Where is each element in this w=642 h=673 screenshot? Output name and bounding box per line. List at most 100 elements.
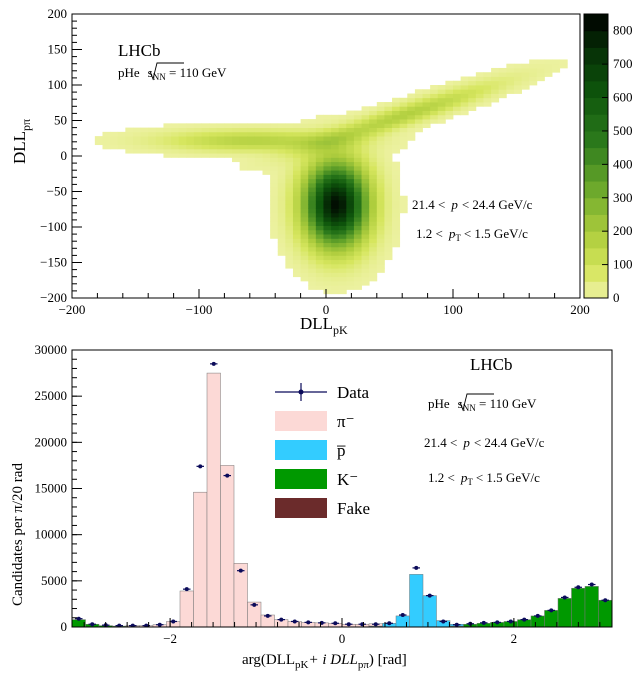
- heatmap-cell: [346, 221, 355, 226]
- heatmap-cell: [331, 255, 340, 261]
- heatmap-cell: [323, 255, 332, 261]
- heatmap-cell: [513, 80, 522, 86]
- heatmap-cell: [178, 148, 187, 154]
- data-point: [130, 623, 135, 627]
- heatmap-cell: [148, 136, 157, 141]
- heatmap-cell: [315, 221, 324, 226]
- heatmap-cell: [346, 157, 355, 163]
- data-point: [292, 619, 297, 624]
- heatmap-x-tick-label: 100: [443, 302, 463, 317]
- heatmap-cell: [331, 131, 340, 137]
- heatmap-cell: [513, 67, 522, 73]
- heatmap-cell: [346, 178, 355, 184]
- colorbar-segment: [584, 264, 608, 282]
- heatmap-cell: [277, 191, 286, 197]
- heatmap-experiment-label: LHCb: [118, 41, 161, 60]
- heatmap-cell: [323, 140, 332, 146]
- heatmap-cell: [163, 148, 172, 154]
- heatmap-cell: [422, 102, 431, 107]
- heatmap-cell: [292, 234, 301, 239]
- heatmap-cell: [460, 89, 469, 94]
- heatmap-cell: [422, 97, 431, 103]
- heatmap-cell: [277, 161, 286, 167]
- heatmap-cell: [285, 246, 294, 252]
- histogram-x-tick-label: −2: [163, 631, 177, 646]
- heatmap-cell: [323, 251, 332, 256]
- heatmap-cell: [521, 63, 530, 69]
- heatmap-cell: [300, 178, 309, 184]
- heatmap-cell: [285, 144, 294, 150]
- heatmap-cell: [285, 200, 294, 205]
- heatmap-cell: [262, 161, 271, 167]
- heatmap-cell: [300, 225, 309, 231]
- heatmap-cell: [346, 268, 355, 273]
- heatmap-cell: [315, 259, 324, 265]
- heatmap-cell: [331, 268, 340, 273]
- heatmap-cell: [491, 97, 500, 103]
- heatmap-cell: [300, 157, 309, 163]
- heatmap-cell: [346, 191, 355, 197]
- colorbar-tick-label: 700: [613, 56, 633, 71]
- heatmap-cell: [544, 67, 553, 73]
- heatmap-cell: [422, 119, 431, 124]
- colorbar-segment: [584, 214, 608, 232]
- heatmap-cell: [346, 204, 355, 209]
- heatmap-cell: [315, 140, 324, 146]
- heatmap-cell: [300, 229, 309, 235]
- heatmap-cell: [529, 67, 538, 73]
- colorbar-tick-label: 600: [613, 90, 633, 105]
- heatmap-cell: [300, 182, 309, 188]
- heatmap-cell: [270, 165, 279, 171]
- data-point: [184, 587, 189, 592]
- heatmap-cell: [270, 170, 279, 175]
- heatmap-cell: [353, 200, 362, 205]
- data-point: [117, 623, 122, 627]
- heatmap-cell: [300, 234, 309, 239]
- heatmap-cell: [224, 140, 233, 146]
- heatmap-y-tick-label: 0: [61, 148, 68, 163]
- heatmap-cell: [178, 127, 187, 133]
- heatmap-cell: [292, 140, 301, 146]
- heatmap-cell: [369, 114, 378, 120]
- heatmap-cell: [270, 234, 279, 239]
- heatmap-cell: [262, 136, 271, 141]
- heatmap-cell: [247, 123, 256, 128]
- heatmap-cell: [414, 123, 423, 128]
- heatmap-cell: [384, 157, 393, 163]
- heatmap-cell: [392, 127, 401, 133]
- heatmap-cell: [361, 157, 370, 163]
- heatmap-cell: [407, 106, 416, 111]
- data-point: [252, 602, 257, 607]
- heatmap-cell: [460, 110, 469, 116]
- histogram-bar: [179, 590, 194, 627]
- heatmap-cell: [308, 119, 317, 124]
- heatmap-cell: [117, 131, 126, 137]
- heatmap-cell: [353, 285, 362, 290]
- heatmap-cell: [239, 157, 248, 163]
- heatmap-cell: [376, 136, 385, 141]
- heatmap-cell: [414, 102, 423, 107]
- heatmap-cell: [338, 165, 347, 171]
- histogram-y-ticks: 30000 25000 20000 15000 10000 5000 0: [35, 342, 82, 634]
- heatmap-cell: [346, 229, 355, 235]
- heatmap-cell: [361, 200, 370, 205]
- heatmap-cell: [353, 238, 362, 244]
- heatmap-cell: [384, 174, 393, 180]
- heatmap-cell: [216, 153, 225, 158]
- heatmap-cell: [270, 127, 279, 133]
- heatmap-cell: [308, 246, 317, 252]
- heatmap-cell: [232, 153, 241, 158]
- heatmap-cell: [369, 140, 378, 146]
- heatmap-cell: [270, 208, 279, 214]
- heatmap-cell: [353, 217, 362, 222]
- heatmap-cell: [102, 136, 111, 141]
- heatmap-cell: [430, 114, 439, 120]
- heatmap-cell: [430, 97, 439, 103]
- data-point: [238, 568, 243, 573]
- heatmap-cell: [384, 153, 393, 158]
- heatmap-cell: [262, 153, 271, 158]
- heatmap-cell: [209, 123, 218, 128]
- colorbar-segment: [584, 14, 608, 32]
- data-point: [481, 620, 486, 625]
- heatmap-cell: [270, 161, 279, 167]
